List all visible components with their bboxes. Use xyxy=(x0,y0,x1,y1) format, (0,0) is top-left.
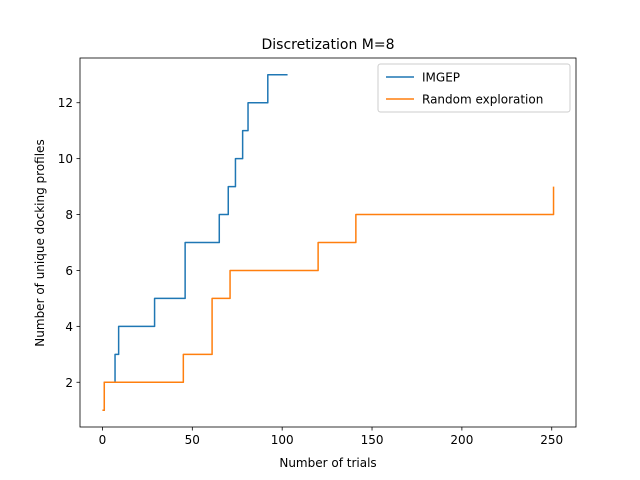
legend-label-1: Random exploration xyxy=(422,93,543,107)
axes-layer: 0 50 100 150 200 250 2 4 6 8 10 12 xyxy=(58,57,577,447)
series-line-1 xyxy=(102,186,555,411)
x-tick-label: 150 xyxy=(361,433,384,447)
x-tick-label: 50 xyxy=(185,433,200,447)
x-tick-label: 200 xyxy=(450,433,473,447)
x-tick-label: 100 xyxy=(271,433,294,447)
chart-title: Discretization M=8 xyxy=(261,37,394,53)
y-tick-label: 6 xyxy=(65,264,73,278)
x-tick-label: 0 xyxy=(99,433,107,447)
legend-label-0: IMGEP xyxy=(422,71,460,85)
y-tick-label: 8 xyxy=(65,208,73,222)
y-tick-label: 10 xyxy=(58,152,73,166)
series-layer xyxy=(102,74,555,411)
y-axis-label: Number of unique docking profiles xyxy=(33,139,47,346)
series-line-0 xyxy=(102,74,288,411)
y-tick-label: 12 xyxy=(58,96,73,110)
y-tick-label: 2 xyxy=(65,376,73,390)
x-axis-label: Number of trials xyxy=(279,456,376,470)
axes-frame xyxy=(79,57,577,428)
x-tick-label: 250 xyxy=(540,433,563,447)
legend: IMGEP Random exploration xyxy=(377,63,571,113)
y-tick-label: 4 xyxy=(65,320,73,334)
legend-box xyxy=(377,63,571,113)
